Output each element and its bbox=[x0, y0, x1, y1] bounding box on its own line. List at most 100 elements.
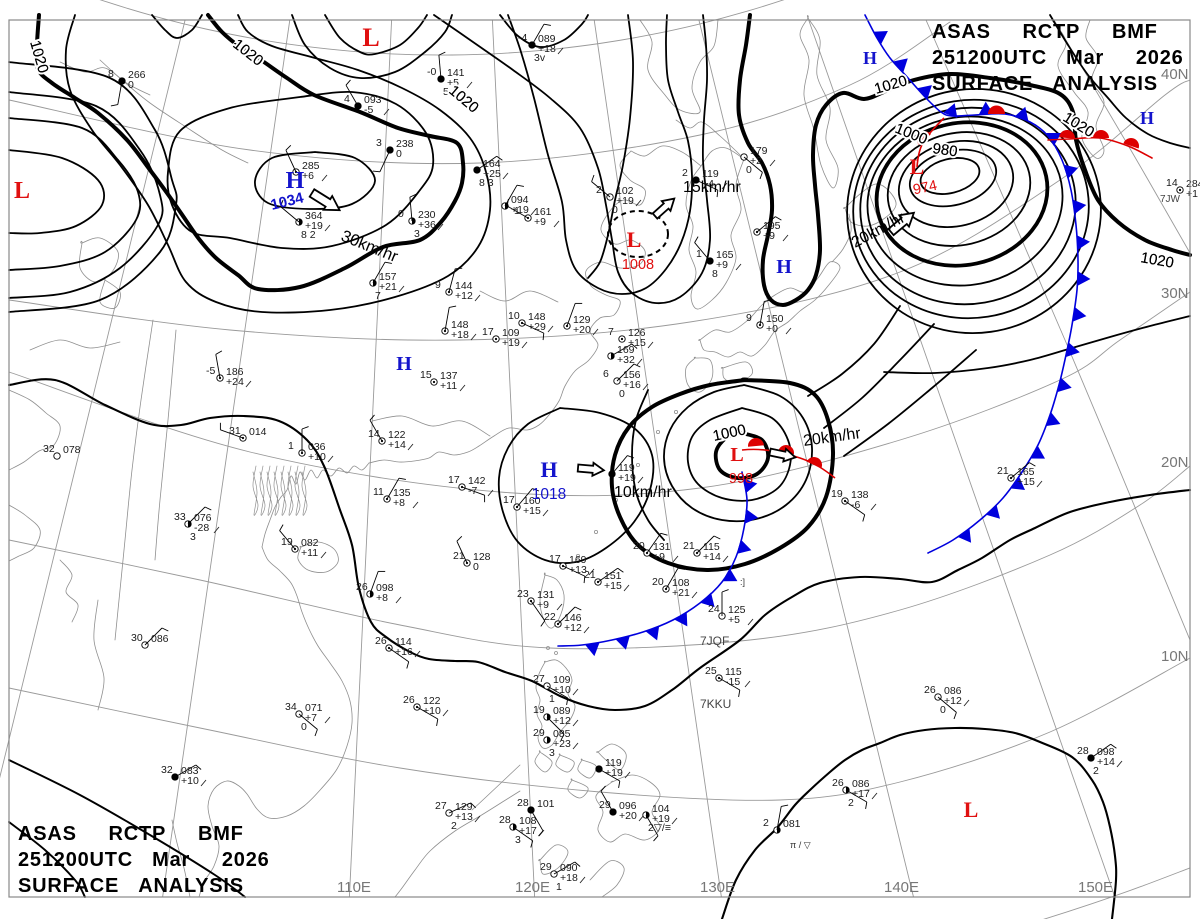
svg-text:140E: 140E bbox=[884, 879, 919, 896]
svg-text:3: 3 bbox=[515, 834, 521, 846]
svg-text:096: 096 bbox=[619, 800, 637, 812]
svg-text:195: 195 bbox=[763, 220, 781, 232]
svg-text:+1: +1 bbox=[1186, 188, 1198, 200]
svg-text:L: L bbox=[362, 23, 379, 52]
svg-text:40N: 40N bbox=[1161, 66, 1189, 83]
svg-text:20: 20 bbox=[633, 540, 645, 552]
svg-text:10N: 10N bbox=[1161, 648, 1189, 665]
svg-text:1000: 1000 bbox=[711, 421, 747, 445]
svg-text:148: 148 bbox=[451, 319, 469, 331]
svg-text:980: 980 bbox=[931, 140, 958, 160]
svg-text:5v: 5v bbox=[443, 86, 455, 98]
svg-text:151: 151 bbox=[604, 570, 622, 582]
svg-text:089: 089 bbox=[538, 33, 556, 45]
svg-text:21: 21 bbox=[453, 550, 465, 562]
svg-text:126: 126 bbox=[628, 327, 646, 339]
svg-text:15km/hr: 15km/hr bbox=[683, 179, 741, 196]
svg-text:156: 156 bbox=[623, 369, 641, 381]
svg-text:+17: +17 bbox=[519, 825, 537, 837]
svg-text:+24: +24 bbox=[226, 376, 244, 388]
svg-text:146: 146 bbox=[564, 612, 582, 624]
svg-text:169: 169 bbox=[569, 554, 587, 566]
svg-text:+10: +10 bbox=[423, 705, 441, 717]
svg-text:+32: +32 bbox=[617, 354, 635, 366]
svg-text:2: 2 bbox=[763, 817, 769, 829]
svg-text:10km/hr: 10km/hr bbox=[614, 484, 672, 501]
svg-text:+36: +36 bbox=[418, 219, 436, 231]
svg-text:+16: +16 bbox=[623, 379, 641, 391]
svg-text:+2: +2 bbox=[750, 155, 762, 167]
svg-text:25: 25 bbox=[705, 665, 717, 677]
svg-text:+25: +25 bbox=[483, 168, 501, 180]
svg-text:251200UTC Mar 2026: 251200UTC Mar 2026 bbox=[932, 47, 1184, 69]
svg-text:+9: +9 bbox=[716, 259, 728, 271]
svg-text:076: 076 bbox=[194, 512, 212, 524]
svg-text:131: 131 bbox=[653, 541, 671, 553]
svg-text:8 2: 8 2 bbox=[301, 229, 316, 241]
svg-text:0: 0 bbox=[473, 561, 479, 573]
svg-text:22: 22 bbox=[544, 611, 556, 623]
svg-text:33: 33 bbox=[174, 511, 186, 523]
svg-text:SURFACE ANALYSIS: SURFACE ANALYSIS bbox=[932, 73, 1158, 95]
svg-text:15: 15 bbox=[420, 369, 432, 381]
svg-text:+8: +8 bbox=[376, 592, 388, 604]
svg-text:24: 24 bbox=[708, 603, 720, 615]
svg-text:138: 138 bbox=[851, 489, 869, 501]
svg-text:-4: -4 bbox=[518, 32, 527, 44]
svg-text:29: 29 bbox=[599, 799, 611, 811]
svg-text:094: 094 bbox=[511, 194, 529, 206]
svg-text:104: 104 bbox=[652, 803, 670, 815]
svg-text:164: 164 bbox=[483, 158, 501, 170]
svg-text:27: 27 bbox=[533, 673, 545, 685]
svg-text:1: 1 bbox=[549, 693, 555, 705]
svg-text:086: 086 bbox=[944, 685, 962, 697]
svg-text:098: 098 bbox=[376, 582, 394, 594]
svg-text:+5: +5 bbox=[728, 614, 740, 626]
svg-text:26: 26 bbox=[924, 684, 936, 696]
svg-text:1: 1 bbox=[288, 440, 294, 452]
svg-text:+18: +18 bbox=[560, 872, 578, 884]
svg-text:129: 129 bbox=[455, 801, 473, 813]
svg-text:9: 9 bbox=[746, 312, 752, 324]
svg-text:21: 21 bbox=[997, 465, 1009, 477]
svg-text:+19: +19 bbox=[616, 195, 634, 207]
svg-text:186: 186 bbox=[226, 366, 244, 378]
svg-text:+9: +9 bbox=[763, 230, 775, 242]
svg-text:115: 115 bbox=[725, 666, 742, 678]
svg-text:26: 26 bbox=[356, 581, 368, 593]
svg-text:-0: -0 bbox=[427, 66, 436, 78]
svg-text::]: :] bbox=[740, 577, 745, 587]
svg-text:+4: +4 bbox=[702, 178, 714, 190]
svg-text:19: 19 bbox=[533, 704, 545, 716]
svg-text:109: 109 bbox=[553, 674, 571, 686]
svg-text:122: 122 bbox=[388, 429, 406, 441]
svg-text:115: 115 bbox=[703, 541, 720, 553]
svg-text:2: 2 bbox=[1093, 765, 1099, 777]
svg-text:14: 14 bbox=[1166, 177, 1178, 189]
svg-text:364: 364 bbox=[305, 210, 323, 222]
svg-text:8: 8 bbox=[108, 68, 114, 80]
svg-text:137: 137 bbox=[440, 370, 458, 382]
svg-text:+9: +9 bbox=[534, 216, 546, 228]
svg-text:8: 8 bbox=[712, 268, 718, 280]
svg-text:+18: +18 bbox=[538, 43, 556, 55]
svg-text:ASAS RCTP BMF: ASAS RCTP BMF bbox=[932, 21, 1158, 43]
svg-text:29: 29 bbox=[540, 861, 552, 873]
svg-text:7: 7 bbox=[608, 326, 614, 338]
svg-text:L: L bbox=[730, 444, 743, 466]
svg-text:+12: +12 bbox=[455, 290, 473, 302]
svg-text:4: 4 bbox=[344, 93, 350, 105]
svg-text:+21: +21 bbox=[672, 587, 690, 599]
svg-text:+10: +10 bbox=[553, 684, 571, 696]
svg-text:165: 165 bbox=[1017, 466, 1035, 478]
svg-text:+13: +13 bbox=[569, 564, 587, 576]
svg-text:160: 160 bbox=[523, 495, 541, 507]
svg-text:+19: +19 bbox=[502, 337, 520, 349]
svg-text:3: 3 bbox=[376, 137, 382, 149]
svg-text:26: 26 bbox=[403, 694, 415, 706]
svg-text:26: 26 bbox=[375, 635, 387, 647]
svg-text:2: 2 bbox=[848, 797, 854, 809]
svg-text:089: 089 bbox=[553, 705, 571, 717]
svg-text:1008: 1008 bbox=[622, 257, 654, 273]
svg-text:2: 2 bbox=[682, 167, 688, 179]
